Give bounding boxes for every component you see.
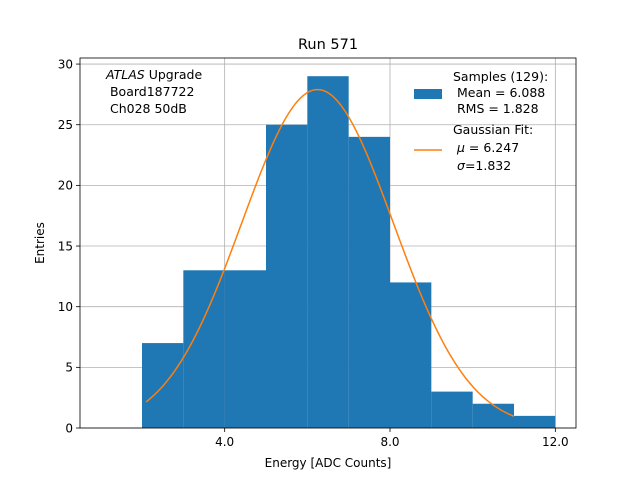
run-annotation: ATLAS Upgrade Board187722 Ch028 50dB (105, 67, 202, 116)
y-tick-label: 20 (58, 179, 73, 193)
histogram-bar (183, 270, 225, 428)
annotation-line-3: Ch028 50dB (106, 101, 187, 116)
legend-samples-title: Samples (129): (453, 69, 548, 84)
plot-frame (79, 57, 577, 429)
gaussian-fit-curve (145, 88, 515, 418)
x-tick-label: 8.0 (380, 435, 399, 449)
chart-title: Run 571 (298, 37, 358, 53)
histogram-bar (472, 403, 514, 428)
annotation-line-1: ATLAS Upgrade (105, 67, 202, 82)
histogram-bar (390, 282, 432, 428)
histogram-bar (224, 270, 266, 428)
x-axis-ticks: 4.0 8.0 12.0 (215, 428, 569, 449)
y-tick-label: 10 (58, 300, 73, 314)
histogram-bar (266, 124, 308, 428)
y-tick-label: 15 (58, 239, 73, 253)
y-tick-label: 5 (65, 361, 73, 375)
legend-samples-swatch (414, 89, 442, 99)
legend-fit-sigma: σ=1.832 (457, 158, 511, 173)
histogram-bar (514, 415, 556, 428)
histogram-bar (431, 391, 473, 428)
x-axis-label: Energy [ADC Counts] (265, 456, 392, 470)
histogram-bar (348, 136, 390, 428)
legend-samples-mean: Mean = 6.088 (453, 85, 545, 100)
legend-fit-title: Gaussian Fit: (453, 122, 533, 137)
x-tick-label: 4.0 (215, 435, 234, 449)
legend-samples-rms: RMS = 1.828 (453, 101, 539, 116)
annotation-line-2: Board187722 (106, 84, 194, 99)
legend-fit-mu: μ = 6.247 (456, 140, 519, 155)
histogram-bars (142, 76, 556, 429)
y-tick-label: 0 (65, 421, 73, 435)
histogram-bar (307, 76, 349, 429)
y-axis-ticks: 0 5 10 15 20 25 30 (58, 57, 80, 435)
y-tick-label: 25 (58, 118, 73, 132)
x-tick-label: 12.0 (542, 435, 569, 449)
y-axis-label: Entries (33, 222, 47, 264)
legend: Samples (129): Mean = 6.088 RMS = 1.828 … (414, 69, 548, 173)
y-tick-label: 30 (58, 57, 73, 71)
